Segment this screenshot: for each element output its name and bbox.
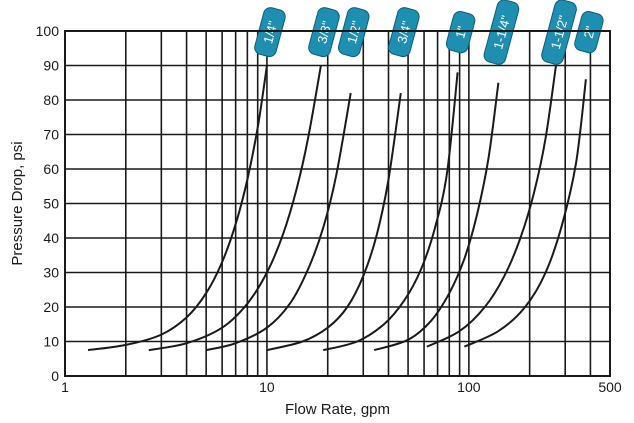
series-line bbox=[87, 65, 268, 352]
y-tick-label: 0 bbox=[51, 368, 59, 384]
y-tick-label: 40 bbox=[43, 230, 59, 246]
size-tag-label: 1/2" bbox=[344, 19, 364, 45]
series-line bbox=[426, 65, 557, 348]
y-tick-label: 100 bbox=[36, 23, 60, 39]
size-tag: 1-1/2" bbox=[541, 0, 577, 65]
size-tag-bg bbox=[388, 7, 420, 58]
size-tag-label: 3/8" bbox=[314, 19, 334, 45]
y-tick-label: 90 bbox=[43, 58, 59, 74]
size-tag-bg bbox=[541, 0, 577, 65]
y-tick-label: 20 bbox=[43, 299, 59, 315]
x-tick-label: 10 bbox=[259, 379, 275, 395]
size-tag: 2" bbox=[574, 11, 604, 54]
x-tick-label: 100 bbox=[457, 379, 481, 395]
size-tag: 3/8" bbox=[308, 7, 340, 58]
size-tag-bg bbox=[483, 0, 520, 65]
size-tag-label: 2" bbox=[581, 24, 599, 40]
series-line bbox=[373, 82, 500, 352]
y-tick-label: 30 bbox=[43, 265, 59, 281]
series-line bbox=[266, 92, 402, 352]
y-tick-label: 70 bbox=[43, 127, 59, 143]
size-tag-label: 3/4" bbox=[394, 19, 414, 45]
grid bbox=[65, 30, 610, 377]
y-tick-label: 50 bbox=[43, 196, 59, 212]
x-tick-label: 500 bbox=[598, 379, 622, 395]
size-tag-bg bbox=[445, 11, 476, 54]
pipe-size-tags: 1/4" 3/8" 1/2" 3/4" 1" 1-1/4" 1-1/2" 2" bbox=[254, 0, 604, 65]
size-tag-bg bbox=[337, 7, 370, 58]
size-tag-bg bbox=[254, 7, 286, 58]
plot-frame bbox=[64, 30, 611, 377]
series-line bbox=[205, 92, 352, 352]
y-tick-label: 80 bbox=[43, 92, 59, 108]
x-tick-label: 1 bbox=[61, 379, 69, 395]
size-tag: 1/2" bbox=[337, 7, 370, 58]
size-tag-bg bbox=[308, 7, 340, 58]
y-tick-label: 10 bbox=[43, 334, 59, 350]
series-line bbox=[322, 72, 459, 352]
y-tick-label: 60 bbox=[43, 161, 59, 177]
series-line bbox=[148, 65, 322, 352]
series-line bbox=[463, 79, 587, 348]
x-axis-title: Flow Rate, gpm bbox=[285, 401, 390, 418]
size-tag: 1/4" bbox=[254, 7, 286, 58]
curves bbox=[87, 65, 587, 352]
size-tag-bg bbox=[574, 11, 604, 54]
size-tag: 1-1/4" bbox=[483, 0, 520, 65]
size-tag: 3/4" bbox=[388, 7, 420, 58]
size-tag-label: 1" bbox=[452, 24, 470, 40]
size-tag: 1" bbox=[445, 11, 476, 54]
size-tag-label: 1/4" bbox=[260, 19, 280, 45]
y-axis-title: Pressure Drop, psi bbox=[9, 141, 26, 265]
